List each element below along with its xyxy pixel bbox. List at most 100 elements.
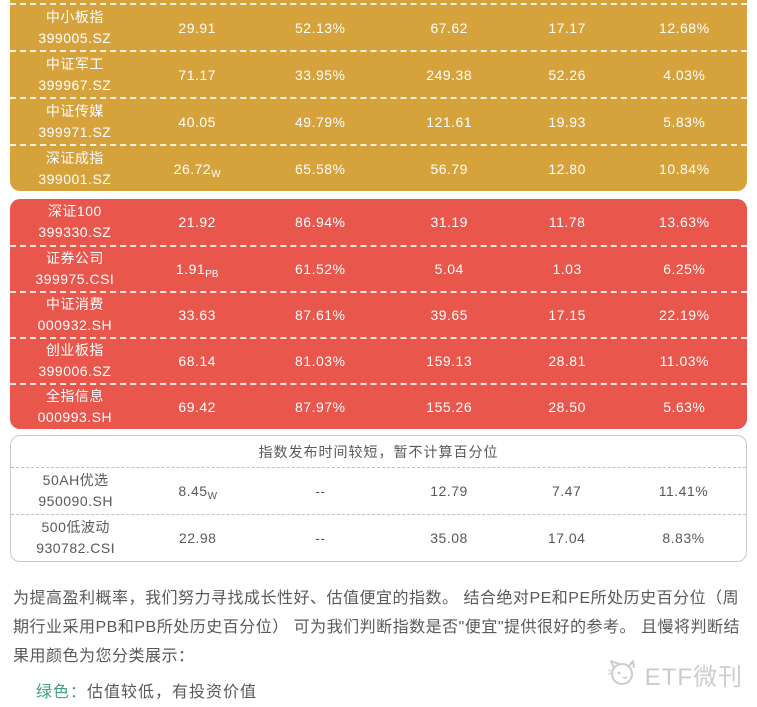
table-row: 证券公司 399975.CSI 1.91PB 61.52% 5.04 1.03 …: [10, 245, 747, 291]
value-1: 71.17: [178, 66, 216, 83]
index-name-cell: 全指信息 000993.SH: [10, 386, 140, 428]
value-2: 52.13%: [295, 19, 346, 36]
table-row: 50AH优选 950090.SH 8.45W -- 12.79 7.47 11.…: [11, 467, 746, 514]
value-2: --: [315, 483, 326, 499]
value-2: 49.79%: [295, 113, 346, 130]
value-2: 87.61%: [295, 307, 346, 323]
value-3: 39.65: [430, 307, 468, 323]
value-3: 155.26: [426, 399, 473, 415]
value-1-subscript: PB: [205, 269, 219, 280]
index-code: 399967.SZ: [38, 76, 112, 93]
value-1: 33.63: [178, 307, 216, 323]
methodology-paragraph: 为提高盈利概率，我们努力寻找成长性好、估值便宜的指数。 结合绝对PE和PE所处历…: [13, 590, 740, 665]
table-row: 500低波动 930782.CSI 22.98 -- 35.08 17.04 8…: [11, 514, 746, 561]
color-legend: 绿色：估值较低，有投资价值 黄色：估值适中，可以观望 红色：估值较高，谨慎投资: [36, 679, 747, 707]
index-name: 500低波动: [41, 519, 110, 535]
table-row: 深证成指 399001.SZ 26.72W 65.58% 56.79 12.80…: [10, 144, 747, 191]
index-code: 399975.CSI: [35, 271, 115, 287]
index-name-cell: 深证成指 399001.SZ: [10, 148, 140, 190]
index-code: 399971.SZ: [38, 123, 112, 140]
value-1-subscript: W: [211, 168, 221, 180]
value-1: 40.05: [178, 113, 216, 130]
value-1: 29.91: [178, 19, 216, 36]
value-2: 81.03%: [295, 353, 346, 369]
value-3: 121.61: [426, 113, 473, 130]
index-name: 证券公司: [45, 250, 104, 266]
index-code: 399006.SZ: [38, 363, 112, 379]
index-name-cell: 50AH优选 950090.SH: [11, 470, 140, 512]
index-code: 399005.SZ: [38, 29, 112, 46]
index-code: 930782.CSI: [36, 540, 116, 556]
value-4: 17.17: [548, 19, 586, 36]
table-row: 中证传媒 399971.SZ 40.05 49.79% 121.61 19.93…: [10, 97, 747, 144]
value-5: 13.63%: [659, 214, 710, 230]
value-3: 12.79: [430, 483, 468, 499]
index-name: 深证成指: [45, 149, 104, 166]
value-1: 1.91PB: [175, 261, 219, 280]
index-name: 中证军工: [45, 55, 104, 72]
value-5: 11.41%: [658, 483, 709, 499]
index-name: 中证传媒: [45, 102, 104, 119]
value-4: 7.47: [552, 483, 582, 499]
no-percentile-table: 指数发布时间较短，暂不计算百分位 50AH优选 950090.SH 8.45W …: [10, 435, 747, 562]
value-5: 5.83%: [663, 113, 706, 130]
value-5: 5.63%: [663, 399, 706, 415]
value-2: 86.94%: [295, 214, 346, 230]
value-3: 5.04: [434, 261, 464, 277]
etf-weikan-watermark: ETF微刊: [605, 656, 743, 693]
value-2: --: [315, 530, 326, 546]
value-5: 11.03%: [659, 353, 710, 369]
index-name: 中证消费: [45, 296, 104, 312]
table-row: 中证消费 000932.SH 33.63 87.61% 39.65 17.15 …: [10, 291, 747, 337]
index-name-cell: 中证军工 399967.SZ: [10, 54, 140, 96]
value-3: 56.79: [430, 160, 468, 177]
value-1: 21.92: [178, 214, 216, 230]
value-4: 12.80: [548, 160, 586, 177]
value-3: 31.19: [430, 214, 468, 230]
value-2: 65.58%: [295, 160, 346, 177]
value-5: 4.03%: [663, 66, 706, 83]
value-5: 8.83%: [662, 530, 705, 546]
index-name: 中小板指: [45, 8, 104, 25]
value-1: 69.42: [178, 399, 216, 415]
cat-face-logo-icon: [605, 656, 637, 693]
index-name: 50AH优选: [42, 472, 109, 488]
legend-item-green: 绿色：估值较低，有投资价值: [36, 679, 747, 706]
table-row: 全指信息 000993.SH 69.42 87.97% 155.26 28.50…: [10, 383, 747, 429]
table-row: 中证军工 399967.SZ 71.17 33.95% 249.38 52.26…: [10, 50, 747, 97]
index-name-cell: 深证100 399330.SZ: [10, 201, 140, 243]
table-row: 中小板指 399005.SZ 29.91 52.13% 67.62 17.17 …: [10, 3, 747, 50]
value-4: 19.93: [548, 113, 586, 130]
index-code: 399001.SZ: [38, 170, 112, 187]
index-name: 全指信息: [45, 388, 104, 404]
value-3: 35.08: [430, 530, 468, 546]
value-2: 61.52%: [295, 261, 346, 277]
gold-valuation-table: 中小板指 399005.SZ 29.91 52.13% 67.62 17.17 …: [10, 0, 747, 191]
value-2: 33.95%: [295, 66, 346, 83]
value-4: 17.04: [547, 530, 586, 546]
value-1: 8.45W: [178, 483, 218, 502]
index-code: 950090.SH: [38, 493, 113, 509]
value-4: 1.03: [552, 261, 582, 277]
index-name: 深证100: [47, 203, 102, 219]
value-4: 52.26: [548, 66, 586, 83]
value-5: 6.25%: [663, 261, 706, 277]
value-5: 22.19%: [659, 307, 710, 323]
value-3: 249.38: [426, 66, 473, 83]
index-code: 000993.SH: [37, 409, 113, 425]
value-3: 159.13: [426, 353, 473, 369]
table-row: 深证100 399330.SZ 21.92 86.94% 31.19 11.78…: [10, 199, 747, 245]
value-1: 22.98: [178, 530, 217, 546]
value-2: 87.97%: [295, 399, 346, 415]
index-name-cell: 中小板指 399005.SZ: [10, 7, 140, 49]
legend-green-text: 估值较低，有投资价值: [87, 684, 258, 701]
index-name-cell: 创业板指 399006.SZ: [10, 340, 140, 382]
index-name: 创业板指: [45, 342, 104, 358]
value-4: 17.15: [548, 307, 586, 323]
index-name-cell: 中证消费 000932.SH: [10, 294, 140, 336]
value-3: 67.62: [430, 19, 468, 36]
value-1: 68.14: [178, 353, 216, 369]
value-4: 28.81: [548, 353, 586, 369]
value-5: 12.68%: [659, 19, 710, 36]
